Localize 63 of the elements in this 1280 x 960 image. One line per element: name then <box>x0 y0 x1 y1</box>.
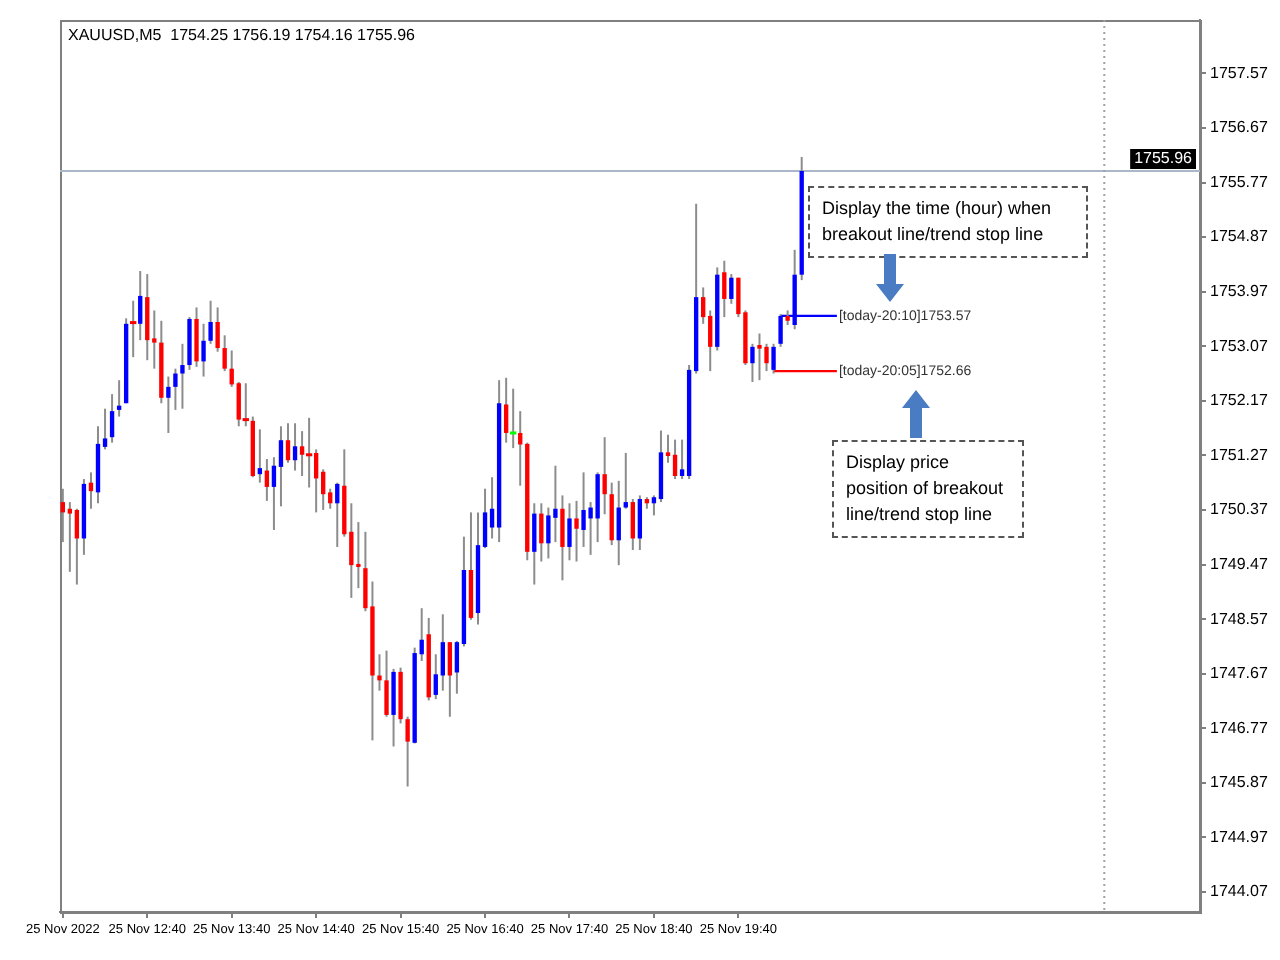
note-box: Display the time (hour) when breakout line/trend stop line <box>808 186 1088 258</box>
candlestick <box>194 306 199 368</box>
candlestick <box>623 451 628 510</box>
candlestick <box>539 502 544 563</box>
candlestick <box>264 458 270 502</box>
candlestick <box>560 494 565 582</box>
y-tick-label: 1752.17 <box>1210 391 1269 410</box>
candlestick <box>285 422 291 464</box>
candlestick <box>503 376 509 444</box>
y-tick-label: 1745.87 <box>1210 773 1269 792</box>
y-tick-label: 1744.07 <box>1210 882 1269 901</box>
y-tick-label: 1754.87 <box>1210 227 1269 246</box>
note-box: Display price position of breakout line/trend stop line <box>832 440 1024 538</box>
candlestick <box>567 502 572 562</box>
candlestick <box>257 428 263 484</box>
candlestick <box>757 332 762 382</box>
candlestick <box>750 342 755 384</box>
candlestick <box>166 375 171 434</box>
candlestick <box>305 416 313 489</box>
y-tick-label: 1747.67 <box>1210 664 1269 683</box>
candlestick <box>616 479 621 567</box>
y-tick-label: 1746.77 <box>1210 718 1269 737</box>
candlestick <box>771 342 776 375</box>
y-tick-label: 1748.57 <box>1210 609 1269 628</box>
candlestick <box>138 270 143 342</box>
candlestick <box>145 273 150 362</box>
candlestick <box>278 425 284 508</box>
y-tick-label: 1749.47 <box>1210 554 1269 573</box>
y-tick-label: 1750.37 <box>1210 500 1269 519</box>
candlestick <box>384 649 389 718</box>
y-tick-label: 1757.57 <box>1210 63 1269 82</box>
candlestick <box>74 507 80 586</box>
y-tick-label: 1744.97 <box>1210 827 1269 846</box>
candlestick <box>574 499 579 563</box>
candlestick <box>201 322 206 378</box>
y-tick-label: 1756.67 <box>1210 118 1269 137</box>
candlestick <box>532 502 537 586</box>
candlestick <box>67 501 73 573</box>
candlestick <box>299 430 305 478</box>
candlestick <box>447 641 453 718</box>
candlestick <box>609 481 614 547</box>
candlestick <box>187 316 192 371</box>
candlestick <box>722 259 727 319</box>
candlestick <box>658 429 664 504</box>
candlestick <box>672 438 678 481</box>
chart-title: XAUUSD,M5 1754.25 1756.19 1754.16 1755.96 <box>68 26 415 44</box>
candlestick <box>130 299 137 359</box>
y-tick-label: 1751.27 <box>1210 445 1269 464</box>
ref-line-label: 1755.96 <box>1134 149 1194 168</box>
candlestick <box>602 436 607 516</box>
candlestick <box>292 422 298 472</box>
candlestick <box>637 494 643 551</box>
candlestick <box>440 613 445 692</box>
candlestick <box>630 498 635 551</box>
y-tick-label: 1753.97 <box>1210 282 1269 301</box>
candlestick <box>109 393 115 444</box>
candlestick <box>729 273 734 305</box>
candlestick <box>764 342 769 373</box>
candlestick <box>553 464 558 544</box>
y-tick-label: 1755.77 <box>1210 172 1269 191</box>
y-tick-label: 1753.07 <box>1210 336 1269 355</box>
candlestick <box>468 511 474 621</box>
candlestick <box>313 448 319 514</box>
